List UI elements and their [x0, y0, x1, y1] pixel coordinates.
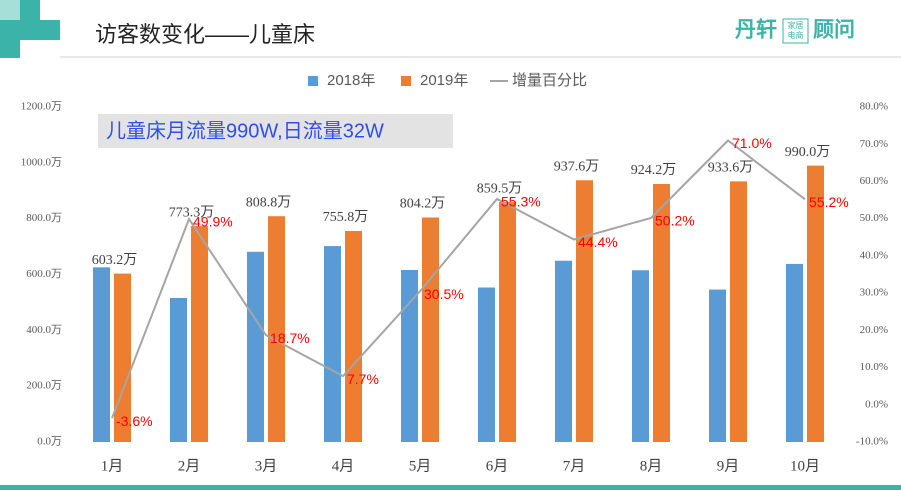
bar — [191, 226, 208, 442]
value-label: 937.6万 — [554, 159, 600, 174]
y2-tick-label: 10.0% — [860, 361, 888, 373]
value-label: -3.6% — [116, 413, 153, 429]
value-label: 30.5% — [424, 286, 464, 302]
value-label: 990.0万 — [785, 145, 831, 160]
bar — [268, 216, 285, 442]
y2-tick-label: 50.0% — [860, 212, 888, 224]
y2-tick-label: 20.0% — [860, 324, 888, 336]
value-label: 808.8万 — [246, 195, 292, 210]
bar — [499, 202, 516, 442]
bar — [422, 217, 439, 442]
logo-box-text: 家居 — [788, 20, 804, 30]
legend-label: 增量百分比 — [512, 72, 587, 89]
bar — [632, 270, 649, 442]
bar — [401, 269, 418, 442]
bar — [478, 287, 495, 442]
bar — [786, 263, 803, 442]
x-tick-label: 3月 — [255, 458, 278, 474]
line — [111, 139, 806, 419]
bar — [730, 181, 747, 442]
legend-swatch — [308, 76, 318, 86]
legend-label: 2018年 — [327, 72, 375, 89]
chart-title: 访客数变化——儿童床 — [95, 22, 315, 47]
value-label: 55.3% — [501, 194, 541, 210]
bar — [324, 246, 341, 442]
y2-tick-label: 80.0% — [860, 101, 888, 113]
value-label: 755.8万 — [323, 210, 369, 225]
legend-swatch — [401, 76, 411, 86]
y2-tick-label: 60.0% — [860, 175, 888, 187]
annotation: 儿童床月流量990W,日流量32W — [106, 119, 384, 142]
x-tick-label: 5月 — [409, 458, 432, 474]
value-label: 71.0% — [732, 135, 772, 151]
y2-tick-label: -10.0% — [856, 436, 888, 448]
value-label: 44.4% — [578, 234, 618, 250]
value-label: 7.7% — [347, 371, 379, 387]
value-label: 49.9% — [193, 214, 233, 230]
y2-tick-label: 0.0% — [865, 398, 888, 410]
x-tick-label: 2月 — [178, 458, 201, 474]
logo-box — [782, 18, 809, 44]
x-tick-label: 7月 — [563, 458, 586, 474]
value-label: 933.6万 — [708, 161, 754, 176]
y-tick-label: 1000.0万 — [21, 156, 62, 168]
value-label: 55.2% — [809, 194, 849, 210]
value-label: 804.2万 — [400, 197, 446, 212]
legend-label: 2019年 — [420, 72, 468, 89]
x-tick-label: 9月 — [717, 458, 740, 474]
value-label: 924.2万 — [631, 163, 677, 178]
bar — [709, 289, 726, 442]
y-tick-label: 1200.0万 — [21, 101, 62, 113]
y-tick-label: 0.0万 — [37, 436, 62, 448]
bar — [93, 267, 110, 442]
bar — [247, 251, 264, 442]
corner-decoration — [0, 0, 20, 20]
value-label: 603.2万 — [92, 253, 138, 268]
x-tick-label: 10月 — [790, 458, 820, 474]
y-tick-label: 600.0万 — [26, 268, 62, 280]
y-tick-label: 800.0万 — [26, 212, 62, 224]
bar — [653, 183, 670, 442]
footer-bar — [0, 485, 901, 490]
bar — [170, 297, 187, 442]
x-tick-label: 8月 — [640, 458, 663, 474]
x-tick-label: 1月 — [101, 458, 124, 474]
logo-main: 丹轩 — [735, 18, 777, 42]
bar — [576, 180, 593, 442]
logo-box-text: 电商 — [788, 30, 804, 40]
value-label: 18.7% — [270, 330, 310, 346]
value-label: 859.5万 — [477, 181, 523, 196]
x-tick-label: 6月 — [486, 458, 509, 474]
y2-tick-label: 40.0% — [860, 249, 888, 261]
x-tick-label: 4月 — [332, 458, 355, 474]
bar — [807, 165, 824, 442]
logo-tail: 顾问 — [813, 19, 855, 42]
value-label: 773.3万 — [169, 205, 215, 220]
y-tick-label: 200.0万 — [26, 380, 62, 392]
value-label: 50.2% — [655, 213, 695, 229]
bar — [555, 260, 572, 442]
bar — [345, 231, 362, 442]
y2-tick-label: 70.0% — [860, 138, 888, 150]
annotation-box — [98, 114, 453, 148]
y2-tick-label: 30.0% — [860, 287, 888, 299]
y-tick-label: 400.0万 — [26, 324, 62, 336]
